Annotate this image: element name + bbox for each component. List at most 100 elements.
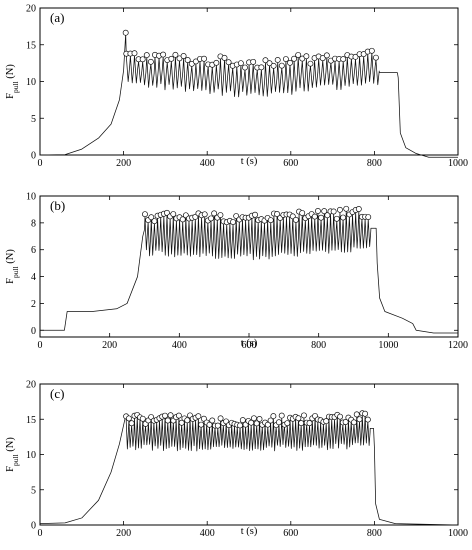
peak-marker <box>175 412 182 419</box>
y-axis-label-sub: pull <box>11 81 20 93</box>
peak-marker <box>364 416 371 423</box>
x-tick-label: 600 <box>283 528 298 539</box>
peak-marker <box>336 206 343 213</box>
y-tick-label: 6 <box>31 245 36 256</box>
y-axis-label-main: F <box>5 278 16 284</box>
peak-marker <box>237 60 244 67</box>
peak-marker <box>208 215 214 222</box>
x-tick-label: 200 <box>116 158 131 169</box>
peak-marker <box>214 422 221 429</box>
chart-panel-1: 0 200 400 600 800 1000 0 5 10 15 20 (a) t (s) Fpull (… <box>5 4 468 170</box>
peak-marker <box>206 421 213 428</box>
peak-marker <box>225 59 232 66</box>
panel-label: (c) <box>50 386 64 401</box>
y-tick-label: 0 <box>31 326 36 337</box>
peak-marker <box>148 214 155 221</box>
peak-marker <box>342 419 349 425</box>
peak-marker <box>287 59 293 66</box>
peak-marker <box>253 420 260 427</box>
peak-marker <box>314 208 321 214</box>
plot-frame <box>39 383 459 526</box>
y-axis-label: Fpull (N) <box>5 64 20 99</box>
x-tick-label: 1000 <box>448 158 468 169</box>
y-axis-label-unit: (N) <box>5 64 16 82</box>
peak-marker <box>142 211 148 218</box>
peak-marker <box>230 219 236 225</box>
chart-panel-3: 0 200 400 600 800 1000 0 5 10 15 20 (c) t (s) Fpull (… <box>5 380 468 540</box>
x-tick-label: 0 <box>38 158 43 169</box>
peak-marker <box>303 53 310 60</box>
peak-marker <box>262 57 269 64</box>
peak-marker <box>298 420 305 427</box>
peak-marker <box>356 416 363 423</box>
peak-marker <box>337 413 344 420</box>
peak-marker <box>372 54 379 61</box>
x-tick-label: 200 <box>116 528 131 539</box>
peak-marker <box>324 212 331 219</box>
peak-marker <box>143 52 150 59</box>
y-axis-label: Fpull (N) <box>5 437 20 472</box>
peak-marker <box>178 419 185 426</box>
y-tick-label: 4 <box>31 272 36 283</box>
series-line <box>39 415 459 526</box>
peak-marker <box>162 412 168 419</box>
y-axis-label-sub: pull <box>11 266 20 278</box>
peak-marker <box>179 216 186 223</box>
x-tick-label: 1000 <box>378 340 398 351</box>
peak-marker <box>195 413 202 420</box>
peak-marker <box>267 217 274 224</box>
peak-marker <box>318 214 325 221</box>
peak-marker <box>139 415 146 422</box>
x-tick-label: 400 <box>172 340 187 351</box>
peak-marker <box>198 421 205 428</box>
peak-marker <box>242 64 248 71</box>
peak-marker <box>270 62 277 69</box>
peak-marker <box>284 420 291 427</box>
peak-marker <box>237 422 243 429</box>
y-axis-label-sub: pull <box>11 454 20 466</box>
peak-marker <box>365 214 372 220</box>
peak-marker <box>267 417 274 424</box>
peak-marker <box>355 206 362 212</box>
peak-marker <box>291 55 298 62</box>
peak-marker <box>351 419 357 426</box>
peak-marker <box>128 420 135 427</box>
peak-marker <box>170 211 177 217</box>
x-tick-label: 200 <box>102 340 117 351</box>
peak-marker <box>147 58 154 65</box>
peak-marker <box>282 56 289 62</box>
y-tick-label: 5 <box>31 114 36 125</box>
peak-marker <box>239 417 246 424</box>
peak-marker <box>248 419 255 426</box>
series-line <box>39 33 458 158</box>
peak-marker <box>131 50 138 57</box>
peak-marker <box>266 60 273 67</box>
y-tick-label: 2 <box>31 299 36 310</box>
panel-label: (b) <box>50 198 65 213</box>
peak-marker <box>299 210 306 216</box>
x-axis-label: t (s) <box>241 526 258 537</box>
peak-marker <box>323 418 330 425</box>
peak-marker <box>362 410 369 417</box>
peak-marker <box>250 415 257 422</box>
x-axis-label: t (s) <box>241 338 258 349</box>
y-axis-label-main: F <box>5 93 16 99</box>
peak-marker <box>323 52 330 59</box>
y-tick-label: 15 <box>26 415 36 426</box>
x-tick-label: 400 <box>200 158 215 169</box>
peak-marker <box>319 55 326 62</box>
y-tick-label: 0 <box>31 151 36 162</box>
peak-marker <box>274 57 281 63</box>
peak-marker <box>292 216 299 223</box>
peak-marker <box>330 208 337 215</box>
y-axis-label-unit: (N) <box>5 437 16 455</box>
x-tick-label: 400 <box>200 528 215 539</box>
peak-marker <box>274 211 280 217</box>
peak-marker <box>278 62 285 69</box>
x-tick-label: 1200 <box>448 340 468 351</box>
peak-marker <box>122 29 129 36</box>
chart-panel-2: 0 200 400 600 800 1000 1200 0 2 4 6 8 10 (b) t (s) Fpul… <box>5 192 468 352</box>
peak-marker <box>164 417 171 424</box>
